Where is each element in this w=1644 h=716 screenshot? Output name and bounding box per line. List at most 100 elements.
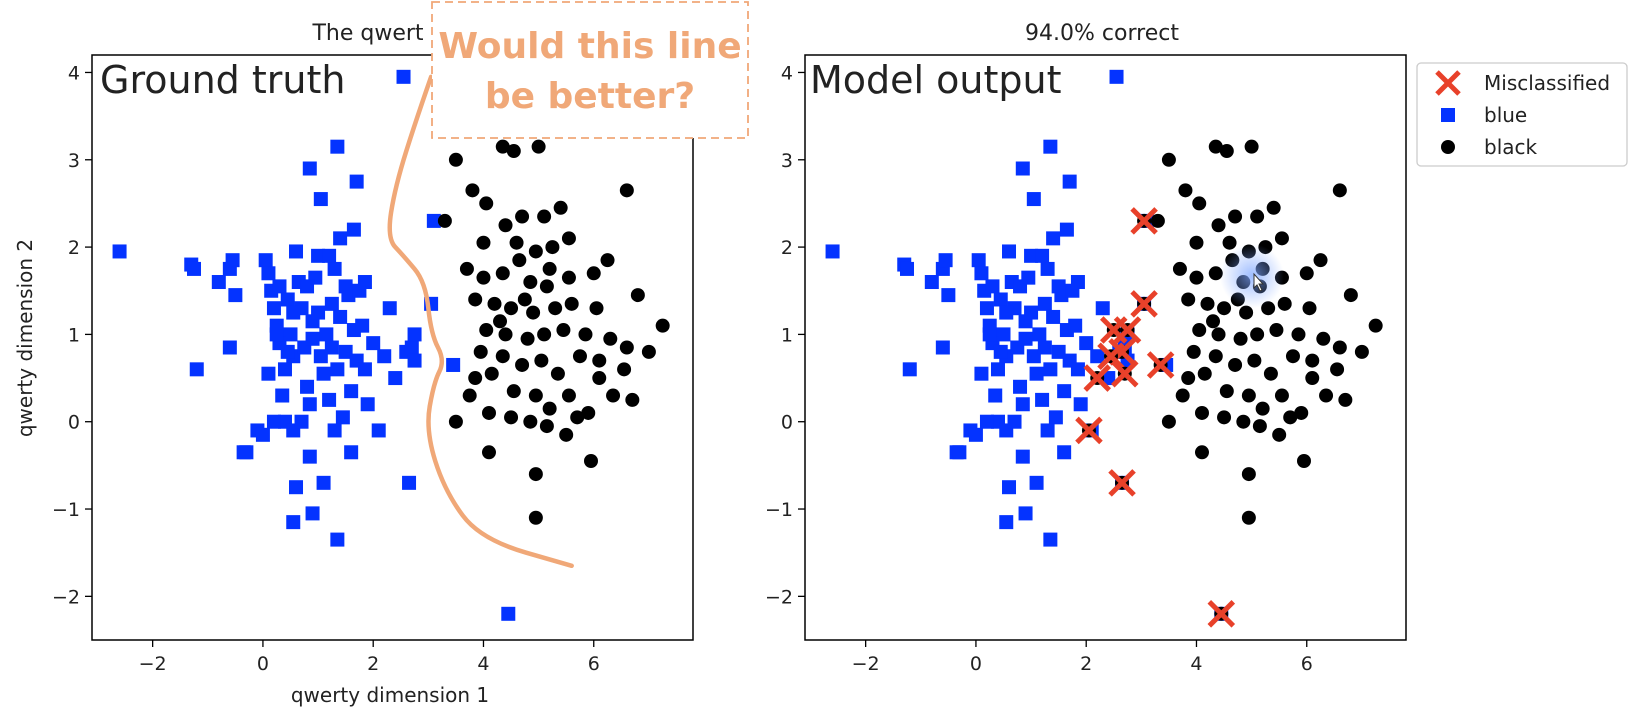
- panel1-title: The qwert: [311, 21, 423, 46]
- black-point: [1330, 362, 1345, 377]
- blue-point: [1051, 344, 1066, 359]
- blue-point: [187, 261, 202, 276]
- black-point: [1206, 314, 1221, 329]
- blue-point: [330, 362, 345, 377]
- blue-point: [1046, 231, 1061, 246]
- black-point: [550, 366, 565, 381]
- blue-point: [316, 475, 331, 490]
- black-point: [1233, 331, 1248, 346]
- black-point: [1189, 235, 1204, 250]
- y-tick-label: −2: [765, 586, 793, 608]
- black-point: [581, 405, 596, 420]
- panel1-xlabel: qwerty dimension 1: [291, 683, 489, 707]
- blue-point: [266, 301, 281, 316]
- blue-point: [1073, 397, 1088, 412]
- black-point: [1211, 218, 1226, 233]
- x-tick-label: 0: [970, 653, 982, 675]
- blue-point: [1013, 379, 1028, 394]
- black-point: [506, 384, 521, 399]
- blue-point: [330, 532, 345, 547]
- black-point: [1247, 353, 1262, 368]
- legend-label: Misclassified: [1484, 71, 1610, 95]
- blue-point: [382, 301, 397, 316]
- blue-point: [902, 362, 917, 377]
- black-point: [1244, 139, 1259, 154]
- black-point: [1181, 292, 1196, 307]
- blue-point: [344, 384, 359, 399]
- x-tick-label: −2: [852, 653, 880, 675]
- blue-point: [112, 244, 127, 259]
- blue-point: [266, 414, 281, 429]
- blue-point: [935, 340, 950, 355]
- black-point: [1228, 209, 1243, 224]
- blue-point: [407, 327, 422, 342]
- blue-point: [971, 253, 986, 268]
- black-point: [479, 196, 494, 211]
- blue-point: [990, 362, 1005, 377]
- blue-point: [501, 606, 516, 621]
- black-point: [1222, 235, 1237, 250]
- black-point: [592, 371, 607, 386]
- blue-point: [327, 423, 342, 438]
- model-output-panel: 94.0% correct Model output −2 0 2 4 6 −2 −1 0 1 2…: [765, 21, 1407, 675]
- black-point: [517, 292, 532, 307]
- blue-point: [319, 327, 334, 342]
- black-point: [1255, 401, 1270, 416]
- misclassified-x-mark: [1083, 364, 1111, 392]
- y-tick-label: 3: [781, 150, 793, 172]
- blue-point: [1051, 279, 1066, 294]
- black-point: [1343, 288, 1358, 303]
- legend-black-icon: [1441, 140, 1455, 154]
- blue-point: [300, 379, 315, 394]
- black-point: [504, 301, 519, 316]
- y-tick-label: 1: [68, 324, 80, 346]
- black-point: [476, 235, 491, 250]
- black-point: [539, 279, 554, 294]
- black-point: [1200, 296, 1215, 311]
- blue-point: [979, 301, 994, 316]
- y-tick-label: 4: [781, 62, 793, 84]
- blue-point: [968, 427, 983, 442]
- black-point: [1296, 454, 1311, 469]
- annotation-text-line1: Would this line: [438, 26, 741, 67]
- blue-point: [426, 213, 441, 228]
- black-point: [1197, 366, 1212, 381]
- black-point: [619, 183, 634, 198]
- blue-point: [1070, 275, 1085, 290]
- blue-point: [228, 288, 243, 303]
- black-point: [459, 261, 474, 276]
- blue-point: [1032, 327, 1047, 342]
- black-point: [495, 349, 510, 364]
- y-tick-label: −2: [52, 586, 80, 608]
- blue-point: [300, 279, 315, 294]
- black-point: [506, 144, 521, 159]
- black-point: [1285, 349, 1300, 364]
- black-point: [528, 510, 543, 525]
- blue-point: [305, 506, 320, 521]
- black-point: [564, 296, 579, 311]
- y-tick-label: 0: [781, 412, 793, 434]
- black-point: [468, 292, 483, 307]
- blue-point: [366, 336, 381, 351]
- blue-point: [302, 449, 317, 464]
- blue-point: [1037, 296, 1052, 311]
- black-point: [1178, 183, 1193, 198]
- blue-point: [1101, 371, 1116, 386]
- black-point: [1283, 410, 1298, 425]
- blue-point: [311, 305, 326, 320]
- black-point: [1338, 392, 1353, 407]
- ground-truth-panel: The qwert Ground truth qwerty dimension …: [13, 1, 749, 707]
- blue-point: [993, 292, 1008, 307]
- blue-point: [261, 266, 276, 281]
- black-point: [523, 275, 538, 290]
- blue-point: [330, 139, 345, 154]
- black-point: [559, 427, 574, 442]
- black-point: [1217, 410, 1232, 425]
- black-point: [1269, 323, 1284, 338]
- black-point: [523, 414, 538, 429]
- blue-point: [825, 244, 840, 259]
- black-point: [655, 318, 670, 333]
- blue-point: [974, 366, 989, 381]
